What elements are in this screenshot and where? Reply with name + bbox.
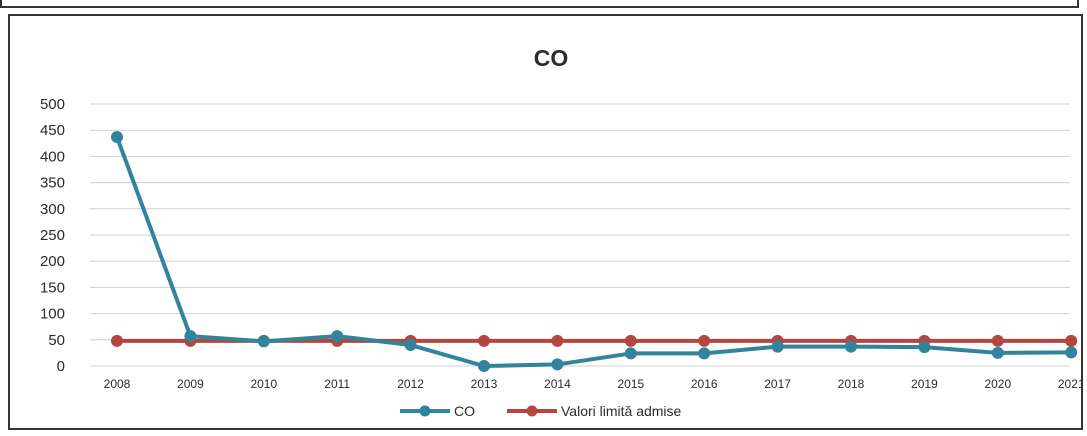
data-point (698, 347, 711, 360)
data-point (845, 340, 857, 353)
chart-title: CO (534, 45, 569, 71)
y-axis-ticks: 0 50 100 150 200 250 300 350 400 450 500 (40, 96, 65, 375)
x-tick-label: 2021 (1058, 377, 1081, 391)
data-point (1065, 334, 1078, 347)
x-tick-label: 2010 (250, 377, 277, 391)
x-tick-label: 2014 (544, 377, 571, 391)
y-tick-label: 150 (40, 279, 65, 296)
x-axis-ticks: 2008 2009 2010 2011 2012 2013 2014 2015 2016 2017… (104, 377, 1081, 391)
data-point (184, 330, 197, 343)
x-tick-label: 2008 (104, 377, 131, 391)
x-tick-label: 2013 (471, 377, 498, 391)
x-tick-label: 2019 (911, 377, 938, 391)
legend: CO Valori limită admise (400, 403, 682, 419)
data-point (331, 330, 344, 343)
series-lines (111, 131, 1078, 372)
data-point (478, 360, 490, 372)
y-tick-label: 200 (40, 253, 65, 270)
data-point (991, 346, 1004, 359)
x-tick-label: 2015 (617, 377, 644, 391)
y-tick-label: 400 (40, 148, 65, 165)
y-tick-label: 350 (40, 175, 65, 192)
data-point (404, 339, 417, 352)
data-point (771, 340, 784, 353)
y-tick-label: 500 (40, 96, 65, 113)
data-point (698, 334, 711, 347)
series-co (111, 131, 1078, 372)
data-point (991, 334, 1004, 347)
data-point (478, 334, 490, 347)
y-tick-label: 50 (48, 332, 65, 349)
gridlines (90, 103, 1070, 367)
data-point (1065, 346, 1078, 359)
legend-item-co: CO (400, 403, 475, 419)
y-tick-label: 0 (57, 358, 65, 375)
x-tick-label: 2012 (397, 377, 424, 391)
data-point (111, 131, 123, 144)
x-tick-label: 2018 (838, 377, 865, 391)
y-tick-label: 100 (40, 306, 65, 323)
legend-item-valori-limita: Valori limită admise (507, 403, 682, 419)
data-point (551, 358, 564, 371)
data-point (624, 334, 637, 347)
legend-label: CO (454, 403, 475, 419)
legend-label: Valori limită admise (561, 403, 682, 419)
data-point (551, 334, 564, 347)
data-point (111, 334, 123, 347)
series-line (115, 136, 1072, 368)
legend-swatch-marker (526, 405, 538, 417)
x-tick-label: 2009 (177, 377, 204, 391)
previous-panel-border (0, 0, 1079, 8)
x-tick-label: 2016 (691, 377, 718, 391)
x-tick-label: 2020 (984, 377, 1011, 391)
data-point (918, 341, 931, 354)
y-tick-label: 250 (40, 227, 65, 244)
x-tick-label: 2011 (324, 377, 350, 391)
data-point (257, 335, 270, 348)
x-tick-label: 2017 (764, 377, 791, 391)
y-tick-label: 300 (40, 201, 65, 218)
y-tick-label: 450 (40, 122, 65, 139)
data-point (624, 347, 637, 360)
legend-swatch-marker (419, 405, 431, 417)
chart-container: CO 0 50 100 150 200 250 300 350 400 450 500 2008 20… (8, 14, 1083, 430)
